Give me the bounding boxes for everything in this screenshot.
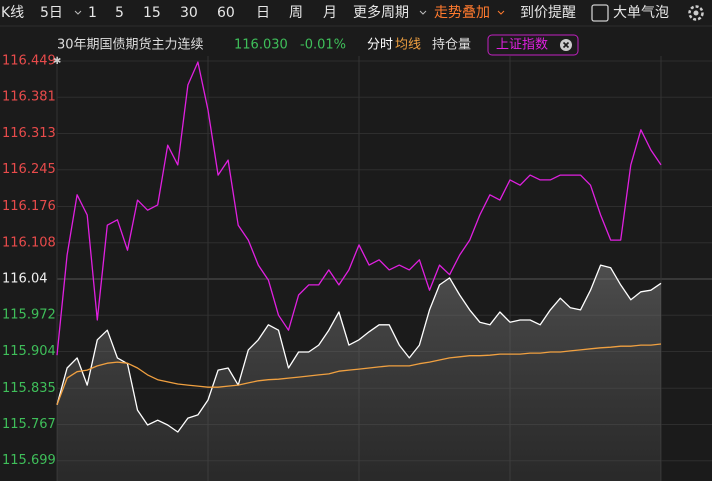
gear-center[interactable] [693,10,699,16]
y-tick-label: 115.699 [2,453,56,468]
toolbar: K线 5日 1 5 15 30 60 日周月更多周期 [1,4,409,21]
period-button[interactable]: K线 [1,5,24,21]
last-price: 116.030 [234,38,288,53]
chevron-icon [419,10,427,15]
y-tick-label: 116.313 [2,126,56,141]
y-tick-label: 116.245 [2,162,56,177]
period-button[interactable]: 更多周期 [353,4,409,21]
series-line [56,264,662,433]
period-button[interactable]: 月 [323,5,337,21]
overlay-tag[interactable] [487,34,579,56]
gear[interactable] [688,5,704,21]
period-button[interactable]: 5 [115,5,124,21]
y-tick-label: 116.381 [2,90,56,105]
price-change: -0.01% [300,38,346,53]
legend-label: 分时 [367,38,393,53]
y-tick-label: 116.449 [2,54,56,69]
period-button[interactable]: 日 [256,5,270,21]
chevron-icon [74,10,82,15]
period-button[interactable]: 15 [143,5,161,21]
plot-area: 116.449 116.381 116.313 116.245 116.176 116.1… [2,54,712,481]
period-button[interactable]: 30 [180,5,198,21]
settings-icon[interactable] [688,5,704,21]
price-area [57,265,661,481]
chevron-icon [497,10,505,15]
open-interest-label: 持仓量 [432,38,471,53]
legend-label: 均线 [395,38,421,53]
y-tick-label: 116.04 [2,271,48,286]
y-tick-label: 116.176 [2,199,56,214]
y-tick-label: 115.835 [2,381,56,396]
legend-label[interactable]: 上证指数 [496,38,548,53]
period-button[interactable]: 60 [217,5,235,21]
overlay-button[interactable]: 走势叠加 [434,5,490,21]
contract-name: 30年期国债期货主力连续 [57,37,204,53]
period-button[interactable]: 1 [88,5,97,21]
y-tick-label: 115.767 [2,417,56,432]
alert-button[interactable]: 到价提醒 [520,5,576,21]
y-tick-label: 115.972 [2,308,56,323]
bubble-checkbox[interactable] [591,4,609,22]
y-tick-label: 115.904 [2,344,56,359]
period-button[interactable]: 周 [289,5,303,21]
y-tick-label: 116.108 [2,235,56,250]
star-icon: ✱ [53,56,61,67]
series-line [56,61,662,356]
bubble-label[interactable]: 大单气泡 [613,5,669,21]
period-button[interactable]: 5日 [40,5,63,21]
remove-overlay-x[interactable] [562,41,570,49]
series-line [56,343,662,406]
